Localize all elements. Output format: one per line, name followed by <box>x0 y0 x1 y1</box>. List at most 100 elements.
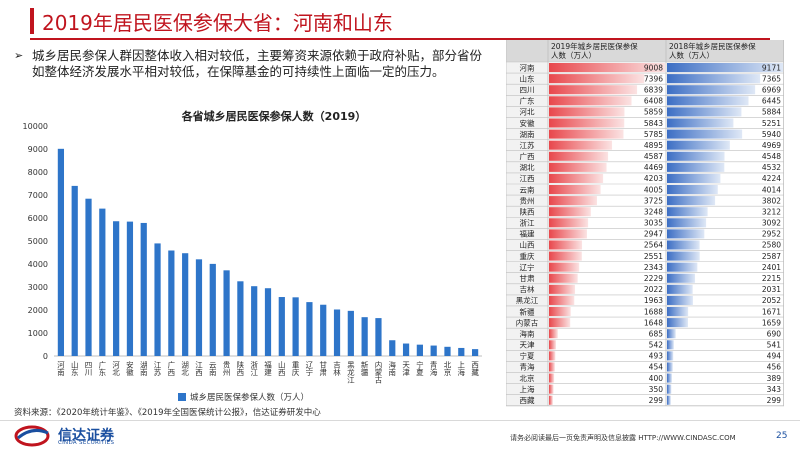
table-value-2018: 5251 <box>762 119 781 128</box>
table-row-province: 山东 <box>520 73 535 83</box>
province-comparison-table: 2019年城乡居民医保参保人数（万人） 2018年城乡居民医保参保人数（万人） 河南… <box>506 40 784 407</box>
bar-甘肃 <box>320 304 327 356</box>
table-bar-2019 <box>549 384 554 394</box>
table-value-2019: 2947 <box>644 230 663 239</box>
x-tick-label: 青海 <box>429 360 438 378</box>
table-value-2019: 4469 <box>644 163 663 172</box>
table-row-bg <box>506 206 548 218</box>
brand-name-en: CINDA SECURITIES <box>58 440 115 446</box>
table-value-2018: 4548 <box>762 152 781 161</box>
y-tick-label: 9000 <box>28 145 48 154</box>
title-accent-bar <box>30 8 34 34</box>
bar-贵州 <box>223 270 230 356</box>
table-value-2019: 2022 <box>644 285 663 294</box>
y-tick-label: 8000 <box>28 168 48 177</box>
summary-text: 城乡居民参保人群因整体收入相对较低，主要筹资来源依赖于政府补贴，部分省份如整体经… <box>32 48 483 79</box>
table-value-2018: 343 <box>767 385 782 394</box>
disclaimer-link[interactable]: 请务必阅读最后一页免责声明及信息披露 HTTP://WWW.CINDASC.CO… <box>510 434 736 442</box>
bar-浙江 <box>251 286 258 356</box>
table-row-bg <box>506 161 548 173</box>
bar-湖北 <box>182 253 189 356</box>
table-bar-2019 <box>549 74 645 84</box>
table-bar-2018 <box>667 74 761 84</box>
table-bar-2018 <box>667 107 742 117</box>
table-row-province: 江苏 <box>520 140 535 150</box>
logo-swoosh-icon <box>14 425 50 447</box>
bar-湖南 <box>140 222 147 356</box>
table-bar-2018 <box>667 362 673 372</box>
table-value-2019: 454 <box>649 363 664 372</box>
table-value-2019: 4895 <box>644 141 663 150</box>
table-row-province: 山西 <box>520 240 535 250</box>
table-value-2019: 1688 <box>644 307 663 316</box>
table-row-bg <box>506 195 548 207</box>
page-number: 25 <box>776 431 788 441</box>
table-value-2018: 4224 <box>762 174 781 183</box>
table-bar-2019 <box>549 129 624 139</box>
table-value-2018: 541 <box>767 341 782 350</box>
bar-上海 <box>458 347 465 356</box>
table-bar-2019 <box>549 118 625 128</box>
table-row-province: 西藏 <box>520 395 535 405</box>
source-note: 资料来源：《2020年统计年鉴》、《2019年全国医保统计公报》，信达证券研发中… <box>14 408 321 418</box>
table-value-2019: 400 <box>649 374 664 383</box>
table-value-2019: 2564 <box>644 241 663 250</box>
bar-内蒙古 <box>375 318 382 356</box>
chart-title: 各省城乡居民医保参保人数（2019） <box>181 109 367 123</box>
table-value-2018: 3802 <box>762 196 781 205</box>
table-row-bg <box>506 394 548 406</box>
x-tick-label: 河北 <box>111 361 120 378</box>
table-row-bg <box>506 183 548 196</box>
table-bar-2018 <box>667 63 783 73</box>
y-tick-label: 1000 <box>28 329 48 338</box>
table-bar-2018 <box>667 173 721 183</box>
table-row-province: 天津 <box>520 341 535 350</box>
table-row-province: 北京 <box>520 373 535 383</box>
arrow-bullet-icon: ➢ <box>14 49 24 62</box>
bar-青海 <box>430 345 437 356</box>
table-bar-2019 <box>549 207 591 217</box>
x-tick-label: 山西 <box>277 360 286 378</box>
x-tick-label: 广东 <box>98 360 107 377</box>
x-tick-label: 湖南 <box>139 361 148 377</box>
table-value-2018: 2031 <box>762 285 781 294</box>
table-value-2019: 1648 <box>644 318 663 327</box>
x-tick-label: 湖北 <box>180 361 189 378</box>
table-row-bg <box>506 117 548 129</box>
table-row-province: 辽宁 <box>520 262 535 272</box>
table-bar-2019 <box>549 373 555 383</box>
table-value-2018: 1671 <box>762 307 781 316</box>
x-tick-label: 天津 <box>401 361 410 378</box>
table-value-2019: 2551 <box>644 252 663 261</box>
table-bar-2018 <box>667 218 707 228</box>
table-row-province: 宁夏 <box>520 351 535 361</box>
table-value-2018: 9171 <box>762 63 781 72</box>
table-bar-2018 <box>667 129 743 139</box>
table-value-2018: 2215 <box>762 274 781 283</box>
bar-山东 <box>71 185 78 356</box>
table-row-province: 河北 <box>520 108 535 117</box>
table-header-bg <box>506 40 784 62</box>
bar-天津 <box>402 343 410 356</box>
table-row-bg <box>506 283 548 295</box>
summary-bullet: ➢ 城乡居民参保人群因整体收入相对较低，主要筹资来源依赖于政府补贴，部分省份如整… <box>14 48 492 80</box>
table-value-2019: 350 <box>649 385 664 394</box>
table-bar-2019 <box>549 140 613 150</box>
table-value-2019: 542 <box>649 341 664 350</box>
x-tick-label: 山东 <box>70 360 79 377</box>
table-bar-2018 <box>667 351 674 361</box>
table-bar-2019 <box>549 173 604 183</box>
table-row-province: 海南 <box>520 328 535 338</box>
table-row-province: 上海 <box>520 384 535 394</box>
bar-海南 <box>389 340 396 356</box>
table-bar-2018 <box>667 295 693 305</box>
table-bar-2019 <box>549 340 556 350</box>
table-value-2018: 1659 <box>762 318 781 327</box>
legend-label: 城乡居民医保参保人数（万人） <box>190 392 309 403</box>
footer-divider <box>0 420 800 421</box>
table-value-2018: 2580 <box>762 241 781 250</box>
table-value-2018: 4532 <box>762 163 781 172</box>
table-row-province: 安徽 <box>520 118 535 128</box>
table-bar-2018 <box>667 229 705 239</box>
table-bar-2018 <box>667 240 700 250</box>
